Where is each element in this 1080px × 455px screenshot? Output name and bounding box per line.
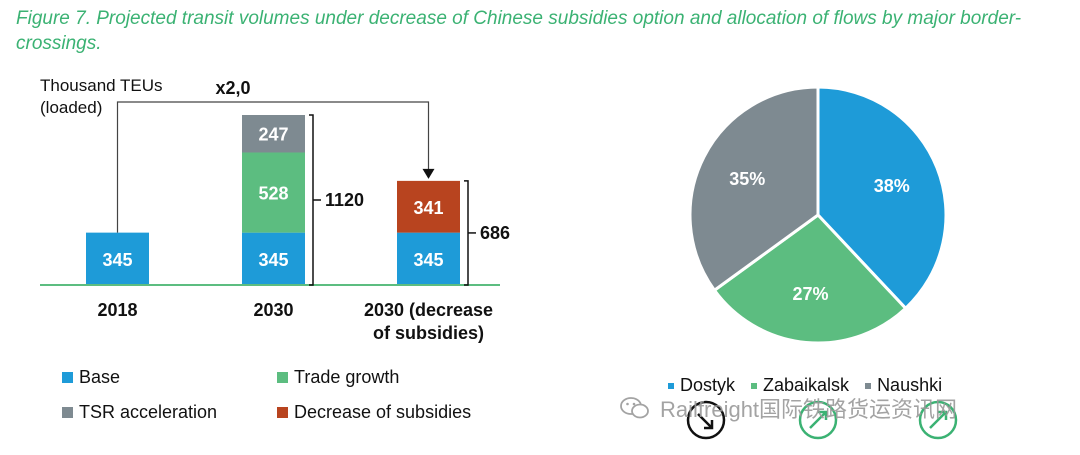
bar-value-label: 528 — [258, 184, 288, 204]
figure-title: Figure 7. Projected transit volumes unde… — [16, 8, 1022, 54]
pie-slice-label: 35% — [729, 169, 765, 189]
pie-legend-label-zabaikalsk: Zabaikalsk — [763, 375, 850, 395]
bar-segment — [242, 232, 305, 285]
pie-slice-dostyk — [816, 85, 948, 311]
bar-value-label: 345 — [258, 250, 288, 270]
total-bracket — [309, 114, 314, 286]
legend-swatch-tsr-acceleration — [62, 407, 73, 418]
pie-slice-label: 27% — [793, 284, 829, 304]
pie-legend-swatch-zabaikalsk — [751, 382, 758, 389]
x-tick-label: 2018 — [97, 300, 137, 320]
pie-slice-label: 38% — [874, 176, 910, 196]
decorative-arrow-icons — [686, 400, 958, 440]
wechat-icon — [620, 397, 649, 419]
pie-legend-swatch-dostyk — [668, 382, 674, 389]
legend-label-tsr-acceleration: TSR acceleration — [79, 402, 218, 422]
pie-legend-item-zabaikalsk: Zabaikalsk — [751, 375, 849, 396]
growth-annotation: x2,0 — [215, 78, 250, 98]
bar-value-label: 345 — [413, 250, 443, 270]
bar-segment — [242, 152, 305, 233]
legend-swatch-trade-growth — [277, 372, 288, 383]
bar-segment — [86, 232, 149, 285]
total-bracket — [464, 180, 469, 286]
pie-legend: Dostyk Zabaikalsk Naushki — [668, 375, 958, 396]
pie-legend-label-dostyk: Dostyk — [680, 375, 736, 395]
arrow-circle-icon — [686, 400, 726, 440]
pie-legend-item-dostyk: Dostyk — [668, 375, 735, 396]
legend-row: Base Trade growth — [62, 360, 492, 395]
bar-segment — [242, 115, 305, 153]
total-label: 1120 — [325, 190, 364, 210]
x-tick-label: of subsidies) — [373, 323, 484, 343]
x-tick-label: 2030 — [253, 300, 293, 320]
bar-segment — [397, 232, 460, 285]
stacked-bar-chart: Thousand TEUs (loaded) 345 345 528 247 345 341 2… — [40, 76, 510, 343]
pie-legend-swatch-naushki — [865, 382, 872, 389]
y-axis-label: Thousand TEUs — [40, 76, 163, 95]
x-tick-label: 2030 (decrease — [364, 300, 493, 320]
total-label: 686 — [480, 223, 510, 243]
legend-label-trade-growth: Trade growth — [294, 367, 400, 387]
pie-legend-item-naushki: Naushki — [865, 375, 942, 396]
legend-item-trade-growth: Trade growth — [277, 367, 492, 388]
legend-label-base: Base — [79, 367, 121, 387]
bar-value-label: 247 — [258, 125, 288, 145]
y-axis-label: (loaded) — [40, 98, 102, 117]
legend-swatch-decrease-of-subsidies — [277, 407, 288, 418]
pie-chart: 38% 27% 35% — [688, 85, 948, 345]
bar-segment — [397, 180, 460, 233]
growth-connector — [116, 101, 430, 233]
legend-item-tsr-acceleration: TSR acceleration — [62, 402, 277, 423]
pie-slice-naushki — [688, 85, 820, 293]
legend-item-base: Base — [62, 367, 277, 388]
arrow-circle-icon — [798, 400, 838, 440]
legend-swatch-base — [62, 372, 73, 383]
bar-value-label: 341 — [413, 198, 443, 218]
legend-row: TSR acceleration Decrease of subsidies — [62, 395, 492, 430]
watermark: Railfreight国际铁路货运资讯网 — [620, 392, 957, 424]
bar-value-label: 345 — [102, 250, 132, 270]
arrow-circle-icon — [918, 400, 958, 440]
bar-legend: Base Trade growth TSR acceleration Decre… — [62, 360, 492, 430]
legend-item-decrease-of-subsidies: Decrease of subsidies — [277, 402, 492, 423]
watermark-text: Railfreight国际铁路货运资讯网 — [660, 397, 958, 422]
growth-arrowhead — [422, 168, 435, 179]
legend-label-decrease-of-subsidies: Decrease of subsidies — [294, 402, 472, 422]
pie-legend-label-naushki: Naushki — [877, 375, 943, 395]
pie-slice-zabaikalsk — [712, 213, 908, 345]
